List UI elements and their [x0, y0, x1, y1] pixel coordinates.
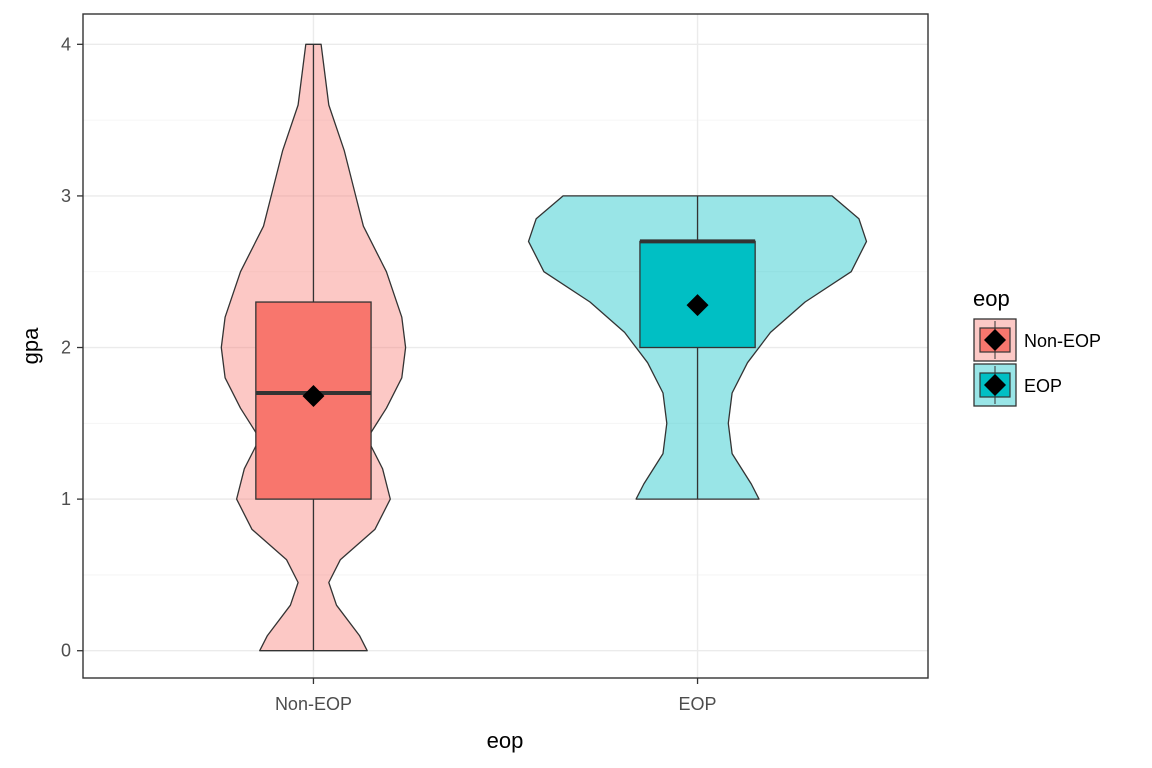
y-tick-label: 4	[61, 34, 71, 54]
y-tick-label: 1	[61, 489, 71, 509]
legend-label: EOP	[1024, 376, 1062, 396]
panel-border	[82, 13, 929, 679]
x-tick-label: EOP	[679, 694, 717, 714]
x-axis: Non-EOP EOP	[275, 678, 717, 714]
legend-label: Non-EOP	[1024, 331, 1101, 351]
legend-key-non-eop	[973, 318, 1017, 362]
x-tick-label: Non-EOP	[275, 694, 352, 714]
mean-marker	[302, 385, 325, 408]
y-tick-label: 3	[61, 186, 71, 206]
legend-mean-marker	[984, 329, 1006, 351]
legend-key-eop	[973, 363, 1017, 407]
legend-mean-marker	[984, 374, 1006, 396]
x-axis-title: eop	[487, 728, 524, 753]
y-tick-label: 0	[61, 641, 71, 661]
mean-markers	[302, 294, 709, 408]
legend-title: eop	[973, 286, 1010, 311]
y-axis: 0 1 2 3 4	[61, 34, 83, 661]
mean-marker	[686, 294, 709, 317]
y-tick-label: 2	[61, 338, 71, 358]
y-axis-title: gpa	[18, 327, 43, 364]
legend: eop Non-EOP EOP	[973, 286, 1101, 407]
